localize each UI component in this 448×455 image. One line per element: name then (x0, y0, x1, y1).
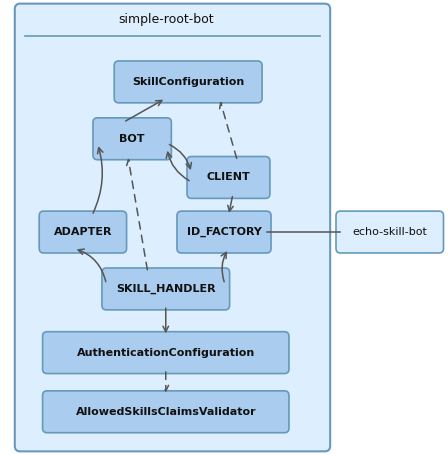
Text: ID_FACTORY: ID_FACTORY (186, 227, 262, 237)
FancyBboxPatch shape (15, 4, 330, 451)
FancyBboxPatch shape (43, 332, 289, 374)
Text: simple-root-bot: simple-root-bot (118, 13, 214, 25)
FancyBboxPatch shape (43, 391, 289, 433)
Text: SkillConfiguration: SkillConfiguration (132, 77, 244, 87)
FancyBboxPatch shape (102, 268, 230, 310)
Text: SKILL_HANDLER: SKILL_HANDLER (116, 284, 215, 294)
FancyBboxPatch shape (114, 61, 262, 103)
Text: AllowedSkillsClaimsValidator: AllowedSkillsClaimsValidator (75, 407, 256, 417)
FancyBboxPatch shape (39, 211, 126, 253)
FancyBboxPatch shape (177, 211, 271, 253)
Text: CLIENT: CLIENT (207, 172, 250, 182)
FancyBboxPatch shape (93, 118, 171, 160)
FancyBboxPatch shape (336, 211, 444, 253)
Text: AuthenticationConfiguration: AuthenticationConfiguration (77, 348, 255, 358)
Text: echo-skill-bot: echo-skill-bot (352, 227, 427, 237)
Text: BOT: BOT (120, 134, 145, 144)
Text: ADAPTER: ADAPTER (54, 227, 112, 237)
FancyBboxPatch shape (187, 157, 270, 198)
